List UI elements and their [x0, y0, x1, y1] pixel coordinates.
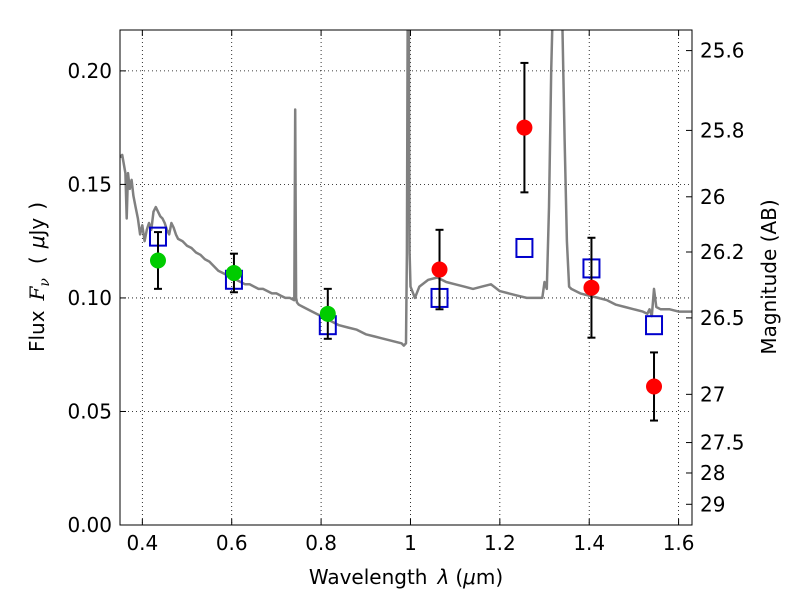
- x-tick-label: 1: [404, 531, 417, 555]
- observed-point: [225, 264, 242, 281]
- x-tick-label: 1.6: [663, 531, 695, 555]
- y2-tick-label: 28: [700, 461, 725, 485]
- model-bandpass-marker: [645, 315, 664, 336]
- y-tick-label: 0.15: [67, 172, 112, 196]
- y2-tick-label: 29: [700, 492, 725, 516]
- y2-axis-title: Magnitude (AB): [757, 199, 781, 354]
- x-tick-label: 1.2: [484, 531, 516, 555]
- y-axis-title: FluxFν(μJy): [25, 202, 53, 352]
- observed-point: [149, 252, 166, 269]
- y2-tick-label: 25.6: [700, 39, 745, 63]
- plot-layer: [120, 30, 692, 422]
- y2-tick-label: 26.2: [700, 240, 745, 264]
- plot-frame: [119, 29, 693, 526]
- y2-tick-label: 26.5: [700, 306, 745, 330]
- observed-point: [319, 305, 336, 322]
- observed-point: [431, 261, 448, 278]
- model-spectrum-line: [120, 30, 692, 347]
- y-tick-label: 0.00: [67, 513, 112, 537]
- x-tick-label: 1.4: [573, 531, 605, 555]
- observed-point: [646, 378, 663, 395]
- model-bandpass-marker: [515, 237, 534, 258]
- y2-tick-label: 27: [700, 382, 725, 406]
- y2-tick-label: 27.5: [700, 431, 745, 455]
- x-tick-label: 0.6: [216, 531, 248, 555]
- y2-tick-label: 26: [700, 185, 725, 209]
- observed-point: [583, 279, 600, 296]
- y2-tick-label: 25.8: [700, 118, 745, 142]
- y-tick-label: 0.10: [67, 286, 112, 310]
- y-tick-label: 0.20: [67, 59, 112, 83]
- x-axis-title: Wavelength λ (μm): [309, 565, 503, 589]
- x-tick-label: 0.4: [126, 531, 158, 555]
- tick-layer: 0.4 0.6 0.8 1 1.2 1.4 1.6 0.00 0.05 0.10 0.15 0.20 2…: [67, 30, 745, 555]
- observed-point: [516, 119, 533, 136]
- x-tick-label: 0.8: [305, 531, 337, 555]
- y-tick-label: 0.05: [67, 399, 112, 423]
